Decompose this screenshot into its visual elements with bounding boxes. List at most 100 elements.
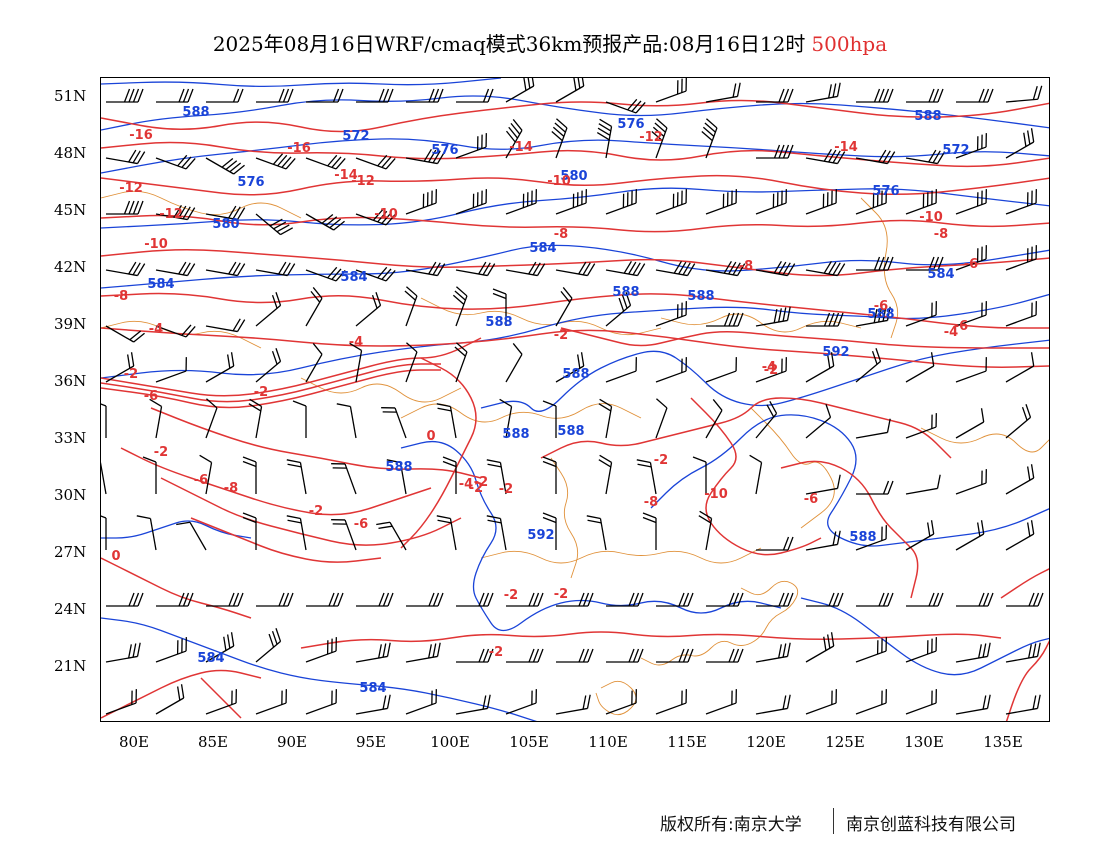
temperature-contour-label: -10 [919,210,943,225]
wind-barb [755,189,787,215]
wind-barb [1005,694,1041,715]
height-contour-line [101,78,502,88]
wind-barb [454,342,468,383]
wind-barb [105,689,137,715]
temperature-contour-label: -2 [764,363,778,378]
temperature-contour-label: -4 [762,360,776,375]
temperature-contour-label: -4 [349,335,363,350]
lon-tick-label: 110E [588,733,628,751]
wind-barb [256,88,294,103]
wind-barb [755,400,778,439]
lat-tick-label: 27N [54,543,87,561]
temperature-contour-label: -8 [554,227,568,242]
wind-barb [292,400,307,438]
wind-barb [305,266,346,282]
wind-barb [1005,128,1035,159]
wind-barb [905,474,941,495]
temperature-contour-label: -2 [474,475,488,490]
height-contour-label: 580 [560,169,587,184]
wind-barb [542,512,557,550]
height-contour-label: 576 [431,143,458,158]
temperature-contour-label: -8 [739,259,753,274]
wind-barb [305,213,345,231]
wind-barb [706,648,744,663]
height-contour-label: 576 [617,117,644,132]
wind-barb [955,245,987,271]
temperature-contour-line [780,460,919,599]
height-contours-layer [101,78,1049,721]
temperature-contour-label: -6 [874,299,888,314]
temperature-contour-label: -12 [159,207,183,222]
wind-barb [556,592,594,607]
wind-barb [101,462,107,495]
height-contour-label: 572 [942,143,969,158]
wind-barb [756,88,794,103]
wind-barb [955,469,987,495]
wind-barb [606,592,644,607]
wind-barb [406,592,444,607]
temperature-contour-line [540,397,952,459]
temperature-contour-label: -4 [149,322,163,337]
temperature-contour-label: -2 [154,445,168,460]
lat-tick-label: 24N [54,600,87,618]
wind-barb [1005,352,1035,383]
wind-barb [598,454,613,495]
wind-barb [1005,189,1037,215]
wind-barb [205,352,235,383]
height-contour-label: 588 [867,307,894,322]
wind-barb [755,642,791,663]
wind-barb [855,689,887,715]
wind-barb [805,148,846,165]
wind-barb [242,512,257,550]
temperature-contour-label: -2 [554,328,568,343]
wind-barb [905,689,937,715]
wind-barb [698,510,713,551]
wind-barb [355,694,391,715]
temperature-contour-line [101,99,1049,133]
wind-barb [336,403,357,439]
wind-barb [305,154,346,170]
height-contour-label: 592 [822,345,849,360]
wind-barb [955,189,987,215]
wind-barb [705,689,737,715]
footer-divider [833,808,834,834]
wind-barb [955,357,987,383]
wind-barb [155,684,185,715]
wind-barb [905,637,937,663]
wind-barb [756,592,794,607]
wind-barb [705,357,737,383]
wind-barb [706,312,744,327]
wind-barb [255,348,282,383]
lat-tick-label: 33N [54,429,87,447]
wind-barb [755,357,787,383]
height-contour-label: 584 [529,241,556,256]
wind-barb [605,689,637,715]
wind-barb [1005,464,1035,495]
temperature-contour-line [101,337,482,397]
wind-barb [356,88,394,103]
height-contour-label: 588 [182,105,209,120]
temperature-contour-label: -8 [114,289,128,304]
wind-barb [605,189,637,215]
wind-barb [705,260,746,277]
wind-barb [551,118,568,159]
coast-border-line [750,407,835,529]
wind-barb [605,260,646,277]
lon-tick-label: 130E [904,733,944,751]
wind-barb [636,459,657,495]
temperature-contour-label: -14 [834,140,858,155]
wind-barb [905,352,935,383]
wind-barb [651,118,668,159]
height-contour-label: 584 [147,277,174,292]
wind-barb [486,515,507,551]
footer-company: 南京创蓝科技有限公司 [846,815,1016,835]
wind-barb [142,456,157,494]
wind-barb [542,456,557,494]
wind-barb [255,628,282,663]
temperature-contour-line [101,369,441,409]
wind-barb [105,149,146,165]
temperature-contour-label: -2 [654,453,668,468]
temperature-contour-line [560,327,1049,349]
wind-barb [205,157,245,175]
wind-barb [905,301,937,327]
